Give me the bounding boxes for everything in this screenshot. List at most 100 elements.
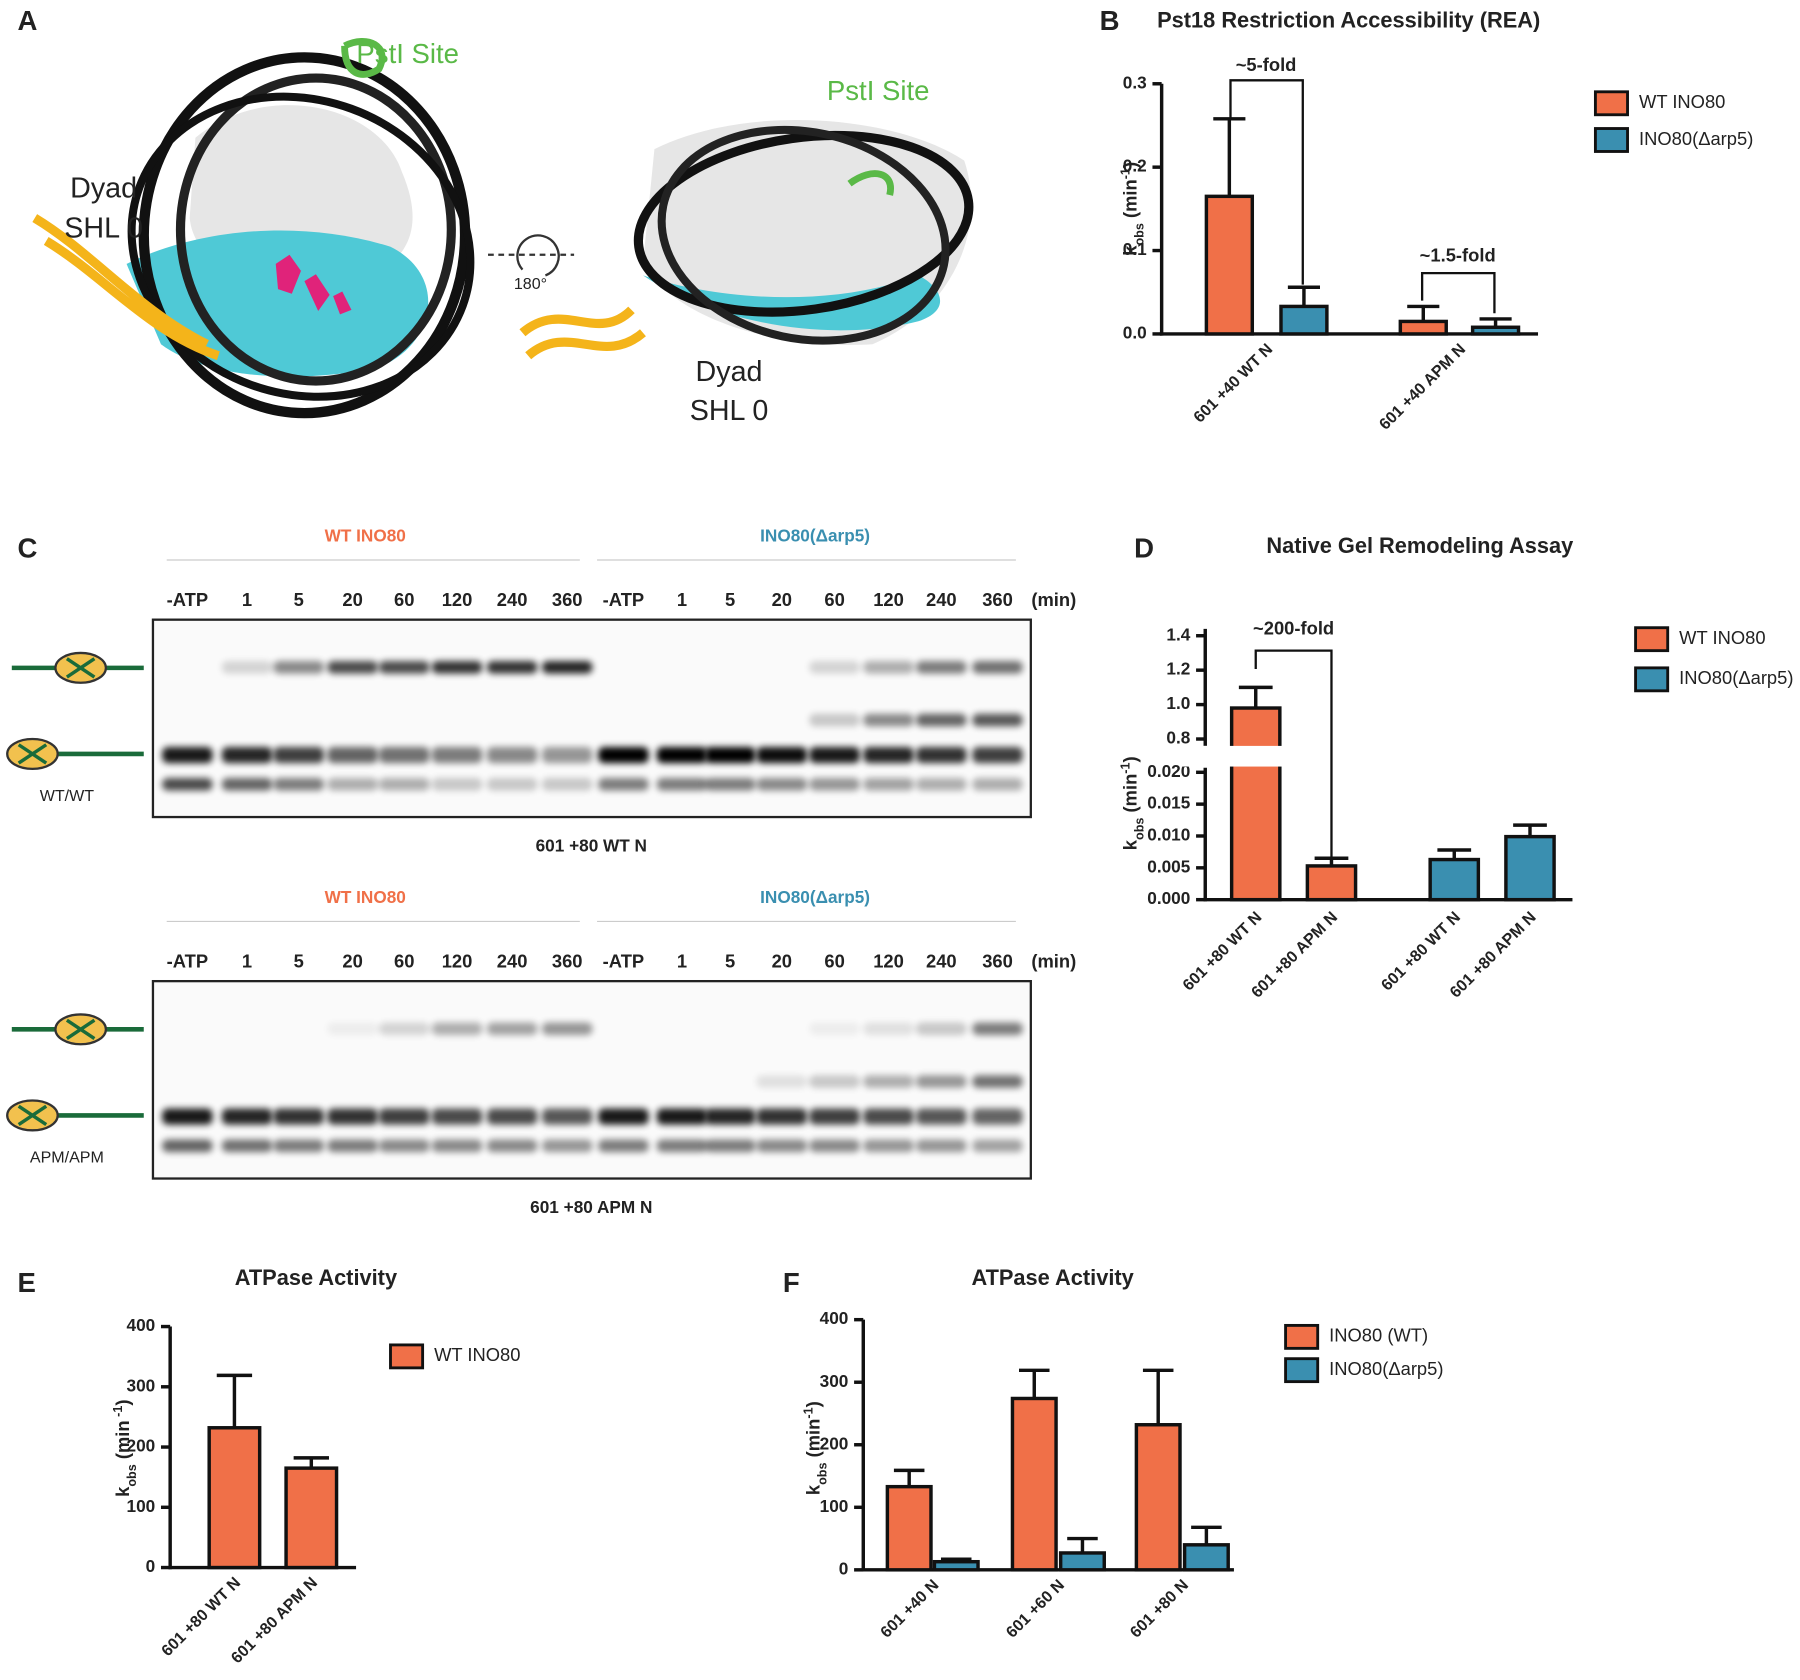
- gel-band: [756, 778, 808, 791]
- gel-band: [541, 778, 593, 791]
- y-axis-label-part: -1: [111, 1406, 125, 1421]
- bar: [1010, 1396, 1058, 1572]
- gel-band: [221, 1139, 273, 1153]
- panel-label: E: [18, 1267, 36, 1298]
- gel-band: [431, 747, 483, 764]
- lane-label: -ATP: [603, 589, 644, 610]
- y-axis-label-part: (min: [112, 1420, 133, 1464]
- gel-band: [221, 747, 273, 764]
- legend-label: WT INO80: [1639, 91, 1725, 112]
- bar: [1058, 1551, 1106, 1572]
- lane-label: 120: [873, 950, 904, 971]
- legend-label: INO80(Δarp5): [1639, 128, 1753, 149]
- gel-band: [756, 1108, 808, 1125]
- gel-band: [379, 1108, 430, 1125]
- gel-band: [541, 1108, 593, 1125]
- legend-swatch: [1593, 90, 1629, 117]
- lane-label: 5: [294, 589, 304, 610]
- bar: [207, 1426, 262, 1570]
- chart-title: ATPase Activity: [971, 1265, 1133, 1290]
- y-tick-label: 400: [820, 1308, 849, 1328]
- gel-band: [486, 1022, 538, 1036]
- x-tick-label: 601 +80 WT N: [158, 1574, 244, 1660]
- group-label: INO80(Δarp5): [760, 526, 870, 546]
- y-axis-label: kobs (min-1): [802, 1401, 830, 1495]
- group-label: INO80(Δarp5): [760, 887, 870, 907]
- gel-band: [379, 660, 430, 674]
- y-tick-label: 0.8: [1166, 728, 1190, 748]
- bar: [1470, 325, 1521, 336]
- lane-label: 5: [294, 950, 304, 971]
- structure-left: [32, 38, 475, 419]
- gel-band: [809, 1022, 860, 1036]
- y-axis-label-part: ): [1119, 756, 1140, 762]
- lane-label: 20: [342, 589, 362, 610]
- x-tick-label: 601 +40 APM N: [1376, 340, 1469, 433]
- bar: [1398, 319, 1448, 336]
- gel-band: [273, 778, 324, 791]
- gel-band: [972, 660, 1023, 674]
- y-axis-label-part: (min: [803, 1419, 824, 1463]
- gel-band: [486, 747, 538, 764]
- lane-label: 120: [873, 589, 904, 610]
- lane-label: -ATP: [603, 950, 644, 971]
- lane-label: 240: [926, 950, 957, 971]
- gel-band: [162, 778, 213, 791]
- y-tick-label: 0.020: [1147, 761, 1190, 781]
- lane-label: 60: [394, 589, 414, 610]
- y-tick-label: 0.000: [1147, 888, 1190, 908]
- gel-band: [486, 1108, 538, 1125]
- gel-band: [756, 1139, 808, 1153]
- legend-swatch: [1284, 1323, 1320, 1350]
- y-axis-label-part: ): [112, 1400, 133, 1406]
- lane-label: 240: [497, 950, 528, 971]
- annotation: ~1.5-fold: [1420, 245, 1496, 266]
- y-tick-label: 100: [820, 1496, 849, 1516]
- nucleosome-x: [65, 1018, 96, 1040]
- gel-band: [379, 747, 430, 764]
- panel-label: F: [783, 1267, 800, 1298]
- gel-band: [379, 1022, 430, 1036]
- gel-band: [431, 660, 483, 674]
- gel-band: [916, 1022, 967, 1036]
- gel-band: [916, 747, 967, 764]
- nucleosome-x: [17, 743, 48, 765]
- lane-label: 60: [824, 589, 844, 610]
- gel-band: [327, 778, 378, 791]
- legend-label: WT INO80: [1679, 627, 1765, 648]
- gel-band: [972, 1022, 1023, 1036]
- gel-band: [704, 1139, 756, 1153]
- gel-band: [598, 747, 649, 764]
- lane-label: 5: [725, 950, 735, 971]
- site-label: PstI Site: [356, 38, 459, 69]
- bar: [284, 1466, 339, 1570]
- lane-label: 20: [772, 589, 792, 610]
- gel-band: [431, 1139, 483, 1153]
- shl-label: SHL 0: [64, 213, 143, 245]
- lane-label: 1: [242, 589, 252, 610]
- gel-band: [972, 1139, 1023, 1153]
- gel-band: [327, 747, 378, 764]
- site-label: PstI Site: [827, 75, 930, 106]
- y-tick-label: 400: [127, 1315, 156, 1335]
- lane-label: 20: [342, 950, 362, 971]
- chart-title: Native Gel Remodeling Assay: [1266, 533, 1573, 558]
- gel-band: [541, 660, 593, 674]
- gel-band: [327, 660, 378, 674]
- gel-band: [379, 1139, 430, 1153]
- y-axis-label-part: -1: [1118, 168, 1132, 179]
- gel-band: [863, 778, 914, 791]
- gel-band: [916, 660, 967, 674]
- y-axis-label-part: k: [1119, 245, 1140, 256]
- bar: [1204, 194, 1255, 336]
- gel-band: [656, 1139, 708, 1153]
- gel-band: [656, 1108, 708, 1125]
- x-tick-label: 601 +80 WT N: [1378, 908, 1464, 994]
- gel-band: [541, 1022, 593, 1036]
- gel-band: [486, 1139, 538, 1153]
- gel-band: [863, 747, 914, 764]
- substrate-label: WT/WT: [40, 787, 95, 805]
- substrate-label: APM/APM: [30, 1148, 104, 1166]
- gel-band: [863, 1075, 914, 1088]
- shl-label: SHL 0: [690, 395, 769, 427]
